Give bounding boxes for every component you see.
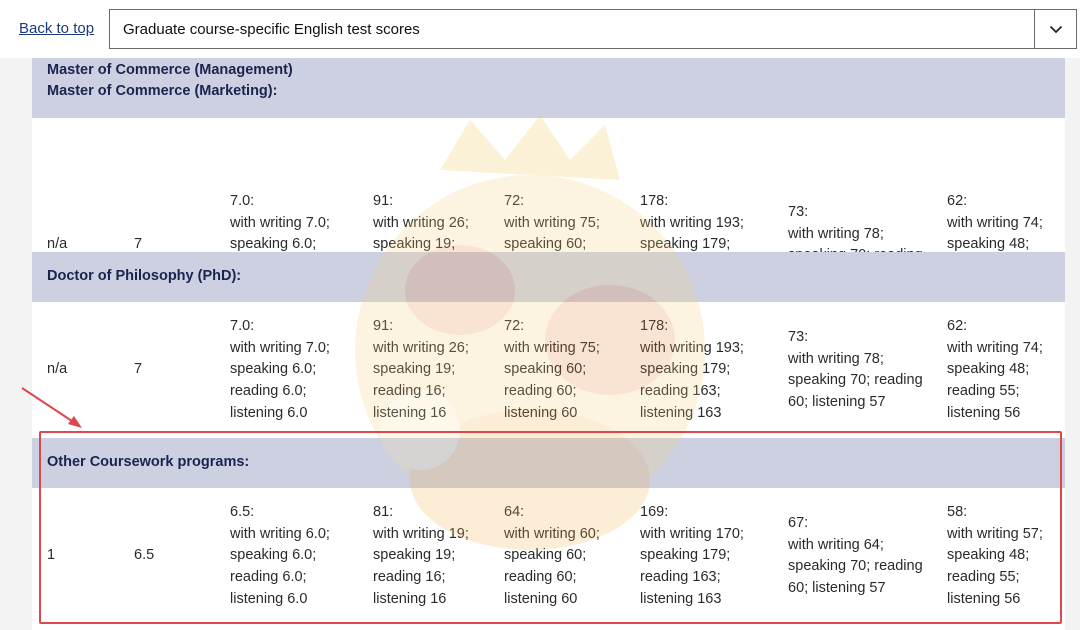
top-bar: Back to top Graduate course-specific Eng… (0, 0, 1080, 58)
toefl-cell: 91: with writing 26; speaking 19; readin… (373, 318, 469, 421)
score-cell: 7 (134, 236, 143, 252)
pte-cell: 72: with writing 75; speaking 60; readin… (504, 318, 600, 421)
group-title: Other Coursework programs: (47, 454, 250, 470)
group-header-phd: Doctor of Philosophy (PhD): (32, 252, 1065, 302)
scores-table: Master of Commerce (Management) Master o… (32, 58, 1065, 630)
cae-cell: 178: with writing 193; speaking 179; rea… (640, 318, 744, 421)
group-header-commerce: Master of Commerce (Management) Master o… (32, 58, 1065, 118)
table-row: n/a 7 7.0: with writing 7.0; speaking 6.… (32, 302, 1065, 488)
toefl-cell: 81: with writing 19; speaking 19; readin… (373, 504, 469, 607)
score-cell: 1 (47, 547, 56, 563)
section-dropdown[interactable]: Graduate course-specific English test sc… (109, 9, 1077, 49)
group-title: Doctor of Philosophy (PhD): (47, 268, 242, 284)
dropdown-toggle[interactable] (1034, 10, 1076, 48)
pte-cell: 64: with writing 60; speaking 60; readin… (504, 504, 600, 607)
dropdown-value: Graduate course-specific English test sc… (123, 21, 420, 38)
table-row: 1 6.5 6.5: with writing 6.0; speaking 6.… (32, 488, 1065, 630)
score-cell: 6.5 (134, 547, 155, 563)
group-header-other-coursework: Other Coursework programs: (32, 438, 1065, 488)
cae-cell: 169: with writing 170; speaking 179; rea… (640, 504, 744, 607)
page-gutter (18, 58, 32, 630)
score-cell: 7 (134, 361, 143, 377)
back-to-top-link[interactable]: Back to top (19, 20, 95, 37)
chevron-down-icon (1049, 25, 1062, 33)
score-cell: 67: with writing 64; speaking 70; readin… (788, 515, 923, 597)
score-cell: n/a (47, 236, 68, 252)
group-title: Master of Commerce (Marketing): (47, 83, 278, 99)
score-cell: n/a (47, 361, 68, 377)
ielts-cell: 7.0: with writing 7.0; speaking 6.0; rea… (230, 318, 330, 421)
group-title: Master of Commerce (Management) (47, 62, 293, 78)
score-cell: 73: with writing 78; speaking 70; readin… (788, 329, 923, 411)
ielts-cell: 6.5: with writing 6.0; speaking 6.0; rea… (230, 504, 330, 607)
score-cell: 58: with writing 57; speaking 48; readin… (947, 504, 1043, 607)
score-cell: 62: with writing 74; speaking 48; readin… (947, 318, 1043, 421)
